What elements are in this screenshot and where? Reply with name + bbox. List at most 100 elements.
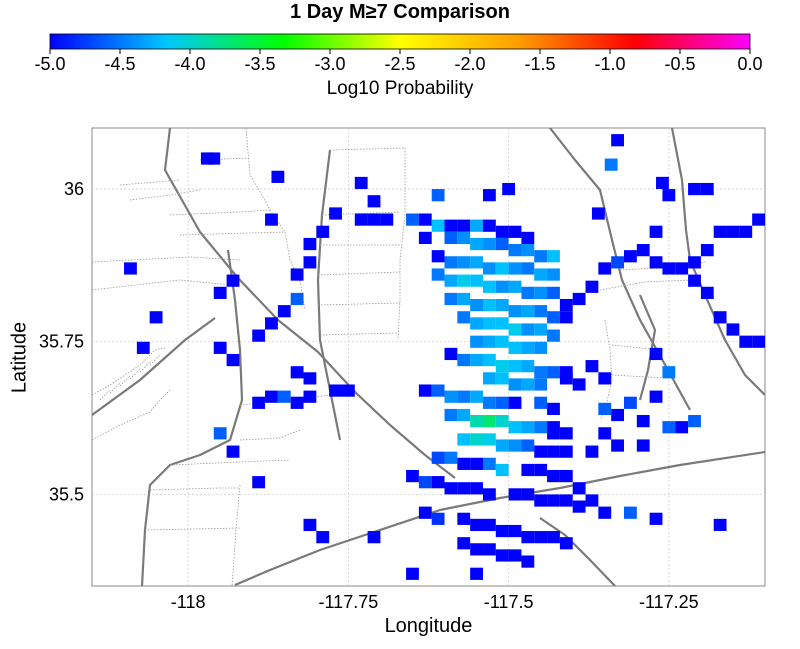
heatmap-cell xyxy=(700,286,714,299)
heatmap-cell xyxy=(611,134,624,147)
heatmap-cell xyxy=(431,476,445,489)
heatmap-cell xyxy=(611,439,624,452)
heatmap-cell xyxy=(534,463,548,477)
boundary-line xyxy=(99,354,161,401)
heatmap-cell xyxy=(559,445,573,458)
heatmap-cell xyxy=(213,286,227,299)
heatmap-cell xyxy=(482,415,496,428)
heatmap-cell xyxy=(508,439,522,452)
heatmap-cell xyxy=(713,311,727,324)
colorbar-ticks: -5.0 -4.5 -4.0 -3.5 -3.0 -2.5 -2.0 -1.5 -1.0 -0.5… xyxy=(34,49,763,74)
heatmap-cell xyxy=(406,567,419,580)
heatmap-cell xyxy=(547,531,560,544)
boundary-line xyxy=(245,128,271,211)
heatmap-cell xyxy=(521,286,535,299)
heatmap-cell xyxy=(482,518,496,532)
fault-line xyxy=(92,317,216,416)
heatmap-cell xyxy=(290,292,304,306)
heatmap-cell xyxy=(457,274,471,287)
heatmap-cell xyxy=(508,378,522,391)
heatmap-cell xyxy=(534,494,548,507)
heatmap-cell xyxy=(534,366,548,379)
x-tick-label: -117.25 xyxy=(639,592,699,612)
heatmap-cell xyxy=(367,531,381,544)
heatmap-cell xyxy=(604,158,618,171)
heatmap-cell xyxy=(534,396,548,409)
heatmap-cell xyxy=(739,335,753,348)
heatmap-cell xyxy=(303,390,317,403)
heatmap-cell xyxy=(354,213,368,226)
boundary-line xyxy=(231,484,241,586)
heatmap-cell xyxy=(265,390,278,403)
heatmap-cell xyxy=(457,353,471,367)
heatmap-cell xyxy=(559,298,573,312)
heatmap-cell xyxy=(213,341,227,354)
heatmap-cell xyxy=(611,408,624,422)
heatmap-cell xyxy=(482,219,496,232)
heatmap-cell xyxy=(431,451,445,464)
heatmap-cell xyxy=(662,262,676,275)
heatmap-cell xyxy=(585,494,599,507)
heatmap-cell xyxy=(547,421,560,434)
heatmap-cell xyxy=(277,305,291,318)
heatmap-cell xyxy=(508,396,522,409)
heatmap-cell xyxy=(508,225,522,238)
heatmap-cell xyxy=(623,396,637,409)
heatmap-cell xyxy=(713,518,727,532)
heatmap-cell xyxy=(457,512,471,525)
heatmap-cell xyxy=(534,445,548,458)
heatmap-cell xyxy=(547,494,560,507)
boundary-line xyxy=(169,209,271,216)
heatmap-cell xyxy=(457,537,471,550)
heatmap-cell xyxy=(502,182,516,196)
heatmap-cell xyxy=(444,274,458,287)
heatmap-cell xyxy=(534,531,548,544)
heatmap-cell xyxy=(662,421,676,434)
heatmap-cell xyxy=(598,402,612,416)
heatmap-cell xyxy=(213,427,227,440)
colorbar-tick-label: -2.5 xyxy=(384,54,415,74)
heatmap-cell xyxy=(470,433,483,446)
heatmap-cell xyxy=(470,256,483,269)
heatmap-cell xyxy=(585,280,599,293)
heatmap-cell xyxy=(367,213,381,226)
heatmap-cell xyxy=(521,531,535,544)
x-tick-label: -118 xyxy=(171,592,206,612)
boundary-line xyxy=(319,332,399,336)
heatmap-cell xyxy=(329,384,342,397)
heatmap-cell xyxy=(252,396,266,409)
heatmap-cell xyxy=(444,451,458,464)
heatmap-cell xyxy=(354,176,368,190)
colorbar xyxy=(49,33,751,50)
heatmap-cell xyxy=(149,311,163,324)
heatmap-cell xyxy=(521,360,535,373)
boundary-line xyxy=(179,231,286,236)
heatmap-cell xyxy=(431,384,445,397)
heatmap-cell xyxy=(649,347,663,361)
heatmap-cell xyxy=(688,274,701,287)
heatmap-cell xyxy=(470,317,483,330)
heatmap-cell xyxy=(470,274,483,287)
heatmap-cell xyxy=(482,317,496,330)
heatmap-cell xyxy=(444,347,458,361)
heatmap-cell xyxy=(675,262,689,275)
heatmap-cell xyxy=(290,366,304,379)
boundary-line xyxy=(119,179,181,186)
heatmap-cell xyxy=(303,256,317,269)
heatmap-cell xyxy=(495,360,509,373)
boundary-line xyxy=(169,459,291,466)
heatmap-cell xyxy=(457,390,471,403)
heatmap-cell xyxy=(418,384,432,397)
heatmap-cell xyxy=(559,427,573,440)
heatmap-cell xyxy=(482,237,496,251)
heatmap-cell xyxy=(726,225,740,238)
heatmap-cell xyxy=(547,469,560,483)
heatmap-cell xyxy=(457,482,471,495)
heatmap-cell xyxy=(252,476,266,489)
heatmap-cell xyxy=(726,323,740,336)
heatmap-cell xyxy=(559,311,573,324)
heatmap-cell xyxy=(591,207,605,220)
heatmap-cell xyxy=(521,463,535,477)
heatmap-cell xyxy=(662,189,676,202)
heatmap-cell xyxy=(482,353,496,367)
